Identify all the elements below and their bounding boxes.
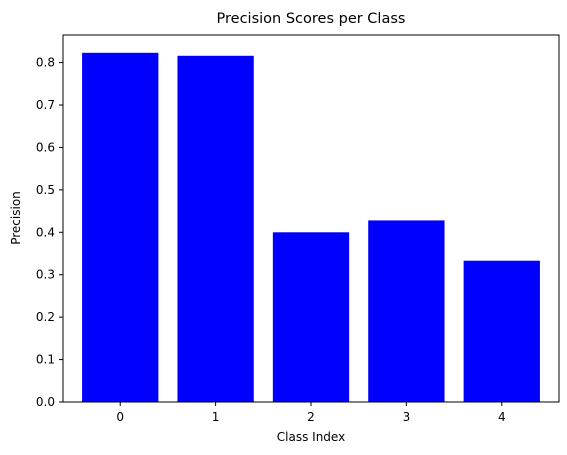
y-axis-label: Precision (9, 191, 23, 245)
y-tick-label: 0.5 (36, 183, 55, 197)
x-tick-label: 0 (116, 410, 124, 424)
y-axis: 0.0 0.1 0.2 0.3 0.4 0.5 0.6 0.7 0.8 (36, 56, 63, 409)
x-tick-label: 4 (498, 410, 506, 424)
x-axis: 0 1 2 3 4 (116, 402, 505, 424)
y-tick-label: 0.7 (36, 98, 55, 112)
y-tick-label: 0.2 (36, 310, 55, 324)
x-tick-label: 3 (403, 410, 411, 424)
bar-class-2 (273, 232, 349, 402)
x-tick-label: 2 (307, 410, 315, 424)
bar-class-0 (82, 53, 158, 402)
y-tick-label: 0.6 (36, 140, 55, 154)
y-tick-label: 0.8 (36, 56, 55, 70)
bar-class-4 (464, 261, 540, 402)
chart-title: Precision Scores per Class (217, 11, 406, 27)
y-tick-label: 0.4 (36, 225, 55, 239)
x-tick-label: 1 (212, 410, 220, 424)
y-tick-label: 0.0 (36, 395, 55, 409)
bar-class-3 (368, 220, 444, 402)
bar-class-1 (177, 56, 253, 402)
x-axis-label: Class Index (277, 430, 345, 444)
y-tick-label: 0.3 (36, 268, 55, 282)
bars-group (82, 53, 540, 402)
y-tick-label: 0.1 (36, 353, 55, 367)
